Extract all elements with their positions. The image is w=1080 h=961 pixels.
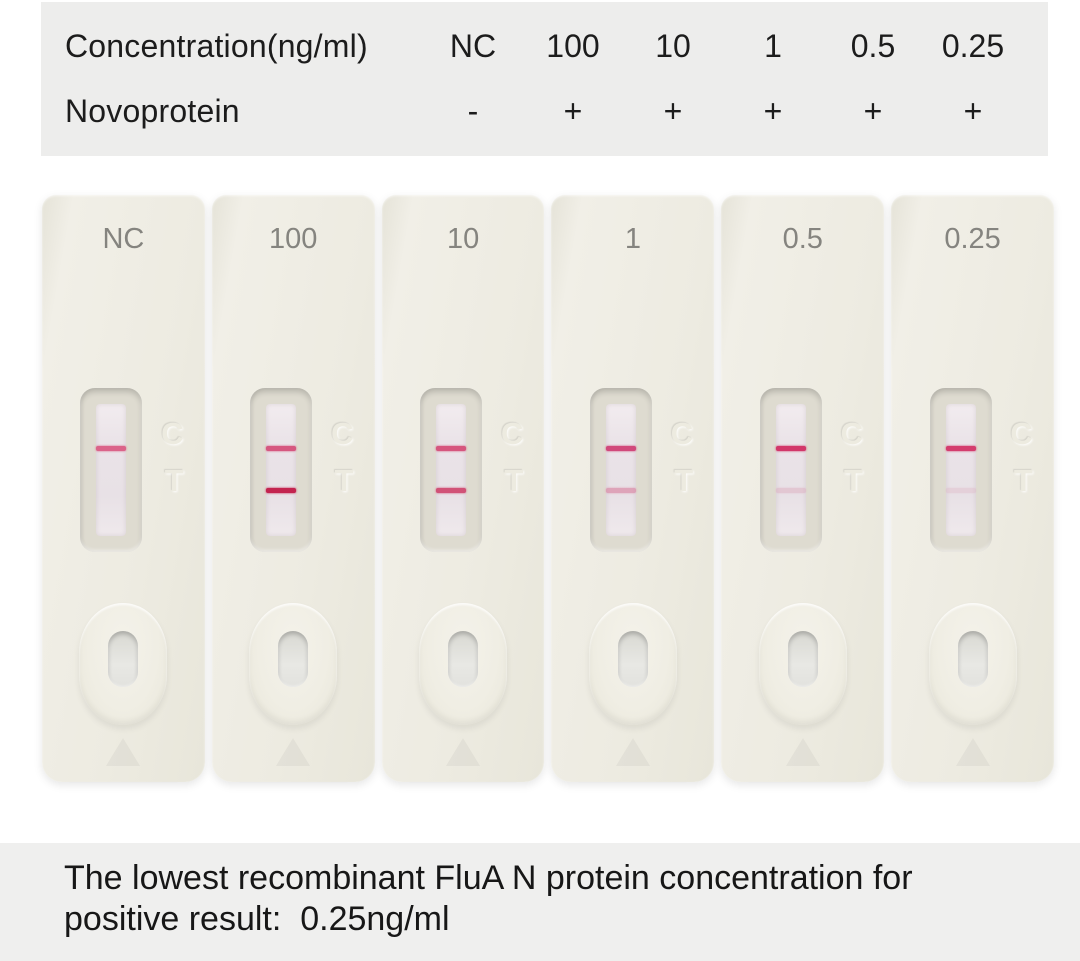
- test-strip: [266, 404, 297, 536]
- arrow-up-icon: [785, 738, 820, 766]
- cassette-row: NC C T 100 C T 10: [42, 195, 1054, 782]
- test-cassette-1: 1 C T: [551, 195, 715, 782]
- test-cassette-10: 10 C T: [381, 195, 545, 782]
- arrow-up-icon: [106, 738, 141, 766]
- cassette-label: 1: [624, 223, 641, 255]
- test-line: [605, 488, 636, 493]
- test-strip: [605, 404, 636, 536]
- sample-well: [758, 603, 847, 725]
- test-letter-emboss: T: [164, 463, 184, 498]
- test-letter-emboss: T: [1013, 463, 1033, 498]
- control-letter-emboss: C: [840, 416, 863, 451]
- sample-well: [79, 603, 168, 725]
- result-row-label: Novoprotein: [65, 93, 240, 129]
- result-window: [80, 388, 143, 552]
- result-window: [250, 388, 313, 552]
- concentration-values: NC 100 10 1 0.5 0.25: [423, 28, 1023, 65]
- table-row-concentration: Concentration(ng/ml) NC 100 10 1 0.5 0.2…: [41, 28, 1048, 65]
- arrow-up-icon: [615, 738, 650, 766]
- table-row-result: Novoprotein - + + + + +: [41, 93, 1048, 130]
- test-letter-emboss: T: [844, 463, 863, 498]
- sample-well: [419, 603, 508, 725]
- sample-well-opening: [108, 631, 139, 687]
- test-strip: [945, 404, 976, 536]
- control-line: [96, 446, 127, 451]
- concentration-value: 0.25: [941, 28, 1005, 64]
- test-line: [775, 488, 806, 493]
- test-letter-emboss: T: [674, 463, 694, 498]
- sample-well-opening: [617, 631, 648, 687]
- sample-well-opening: [278, 631, 309, 687]
- sample-well-opening: [957, 631, 988, 687]
- control-line: [775, 446, 806, 451]
- concentration-value: 0.5: [850, 28, 896, 64]
- result-value: +: [763, 93, 783, 129]
- test-line: [266, 488, 297, 493]
- test-letter-emboss: T: [334, 463, 354, 498]
- test-letter-emboss: T: [504, 463, 524, 498]
- control-line: [605, 446, 636, 451]
- test-cassette-0.25: 0.25 C T: [891, 195, 1054, 782]
- cassette-label: 0.25: [944, 223, 1001, 255]
- result-values: - + + + + +: [423, 93, 1023, 130]
- test-line: [945, 488, 976, 493]
- cassette-label: 0.5: [782, 223, 823, 255]
- control-line: [436, 446, 467, 451]
- conclusion-caption: The lowest recombinant FluA N protein co…: [0, 843, 1080, 961]
- concentration-value: NC: [449, 28, 497, 64]
- sample-well: [588, 603, 677, 725]
- control-letter-emboss: C: [161, 416, 184, 451]
- control-letter-emboss: C: [331, 416, 354, 451]
- control-letter-emboss: C: [1010, 416, 1033, 451]
- test-strip: [775, 404, 806, 536]
- control-letter-emboss: C: [670, 416, 694, 451]
- control-line: [945, 446, 976, 451]
- result-window: [759, 388, 822, 552]
- result-window: [589, 388, 652, 552]
- sample-well-opening: [787, 631, 818, 687]
- concentration-value: 10: [655, 28, 691, 64]
- test-line: [436, 488, 467, 493]
- concentration-table: Concentration(ng/ml) NC 100 10 1 0.5 0.2…: [41, 2, 1048, 156]
- arrow-up-icon: [276, 738, 311, 766]
- test-cassette-100: 100 C T: [211, 195, 375, 782]
- result-value: +: [963, 93, 983, 129]
- result-value: -: [467, 93, 479, 129]
- sample-well-opening: [448, 631, 479, 687]
- cassette-label: 10: [446, 223, 480, 255]
- test-strip: [436, 404, 467, 536]
- arrow-up-icon: [955, 738, 990, 766]
- result-value: +: [663, 93, 683, 129]
- test-strip: [96, 404, 127, 536]
- result-value: +: [563, 93, 583, 129]
- sample-well: [249, 603, 338, 725]
- concentration-row-label: Concentration(ng/ml): [65, 28, 368, 64]
- sample-well: [928, 603, 1017, 725]
- result-window: [420, 388, 483, 552]
- caption-line-1: The lowest recombinant FluA N protein co…: [64, 859, 913, 897]
- result-window: [929, 388, 992, 552]
- cassette-label: 100: [269, 223, 318, 255]
- test-cassette-nc: NC C T: [42, 195, 205, 782]
- concentration-value: 1: [764, 28, 782, 64]
- control-line: [266, 446, 297, 451]
- control-letter-emboss: C: [500, 416, 524, 451]
- test-cassette-0.5: 0.5 C T: [721, 195, 885, 782]
- arrow-up-icon: [446, 738, 481, 766]
- concentration-value: 100: [546, 28, 600, 64]
- cassette-label: NC: [102, 223, 145, 255]
- result-value: +: [863, 93, 883, 129]
- caption-line-2: positive result: 0.25ng/ml: [64, 900, 450, 938]
